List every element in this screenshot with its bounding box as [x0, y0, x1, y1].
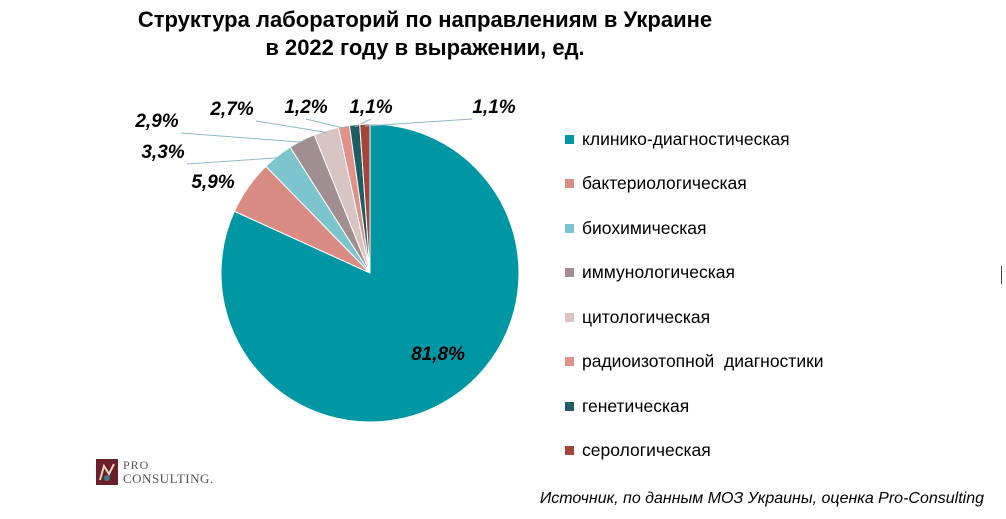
legend: клинико-диагностическая бактериологическа…: [565, 117, 824, 473]
legend-swatch: [565, 134, 574, 144]
legend-label: иммунологическая: [582, 262, 735, 283]
data-label-3: 3,3%: [141, 142, 184, 163]
legend-swatch: [565, 312, 574, 322]
legend-item-4: иммунологическая: [565, 251, 824, 296]
pro-consulting-logo: PRO CONSULTING.: [95, 458, 214, 486]
legend-item-3: биохимическая: [565, 206, 824, 251]
legend-swatch: [565, 401, 574, 411]
edge-marker: [1001, 266, 1002, 284]
legend-label: бактериологическая: [582, 173, 747, 194]
chart-title: Структура лабораторий по направлениям в …: [0, 6, 850, 62]
legend-item-1: клинико-диагностическая: [565, 117, 824, 162]
logo-text-consulting: CONSULTING.: [123, 471, 214, 486]
legend-item-7: генетическая: [565, 384, 824, 429]
data-label-7: 1,1%: [349, 97, 392, 118]
legend-label: клинико-диагностическая: [582, 128, 790, 149]
leader-line-4: [180, 132, 303, 143]
logo-text-pro: PRO: [123, 458, 150, 472]
legend-item-2: бактериологическая: [565, 162, 824, 207]
leader-line-7: [354, 118, 372, 128]
legend-swatch: [565, 446, 574, 456]
leader-line-8: [364, 118, 473, 127]
legend-label: биохимическая: [582, 217, 707, 238]
legend-item-5: цитологическая: [565, 295, 824, 340]
legend-item-8: серологическая: [565, 429, 824, 474]
data-label-4: 2,9%: [134, 111, 178, 132]
legend-swatch: [565, 268, 574, 278]
legend-swatch: [565, 223, 574, 233]
data-label-8: 1,1%: [472, 97, 515, 118]
data-label-1: 81,8%: [411, 344, 465, 365]
leader-line-3: [186, 157, 279, 165]
leader-line-5: [255, 120, 327, 133]
legend-label: радиоизотопной диагностики: [582, 351, 824, 372]
pie-slice-8: [359, 123, 371, 274]
logo-icon: [96, 459, 118, 485]
legend-item-6: радиоизотопной диагностики: [565, 340, 824, 385]
legend-label: цитологическая: [582, 306, 711, 327]
data-label-5: 2,7%: [209, 99, 253, 120]
legend-swatch: [565, 179, 574, 189]
legend-label: серологическая: [582, 440, 711, 461]
source-note: Источник, по данным МОЗ Украины, оценка …: [539, 490, 984, 507]
chart-title-line-2: в 2022 году в выражении, ед.: [265, 35, 585, 60]
data-label-2: 5,9%: [191, 172, 234, 193]
chart-title-line-1: Структура лабораторий по направлениям в …: [137, 7, 713, 32]
data-label-6: 1,2%: [284, 97, 327, 118]
legend-swatch: [565, 357, 574, 367]
legend-label: генетическая: [582, 395, 690, 416]
leader-line-6: [305, 118, 345, 129]
